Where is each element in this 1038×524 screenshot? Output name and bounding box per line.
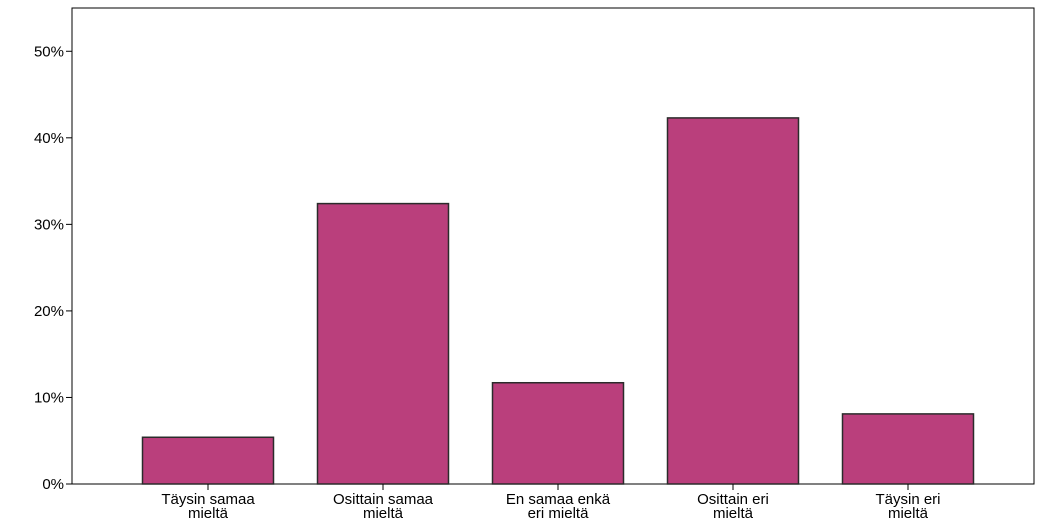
x-tick-label: Täysin samaa <box>161 491 255 508</box>
y-tick-label: 20% <box>34 303 64 320</box>
x-tick-label: eri mieltä <box>528 505 590 522</box>
bar <box>141 436 275 485</box>
y-tick-label: 10% <box>34 389 64 406</box>
bars <box>141 117 975 485</box>
y-tick-label: 50% <box>34 43 64 60</box>
x-tick-label: mieltä <box>363 505 404 522</box>
x-tick-label: mieltä <box>888 505 929 522</box>
bar <box>316 202 450 485</box>
x-tick-label: Osittain samaa <box>333 491 434 508</box>
bar <box>666 117 800 485</box>
x-tick-label: mieltä <box>713 505 754 522</box>
x-tick-label: En samaa enkä <box>506 491 611 508</box>
y-axis: 0% 10% 20% 30% 40% 50% <box>34 43 72 493</box>
y-tick-label: 30% <box>34 216 64 233</box>
bar <box>491 381 625 485</box>
y-tick-label: 0% <box>42 476 64 493</box>
bar <box>841 413 975 485</box>
x-tick-label: Täysin eri <box>875 491 940 508</box>
x-tick-label: mieltä <box>188 505 229 522</box>
x-tick-label: Osittain eri <box>697 491 769 508</box>
y-tick-label: 40% <box>34 130 64 147</box>
